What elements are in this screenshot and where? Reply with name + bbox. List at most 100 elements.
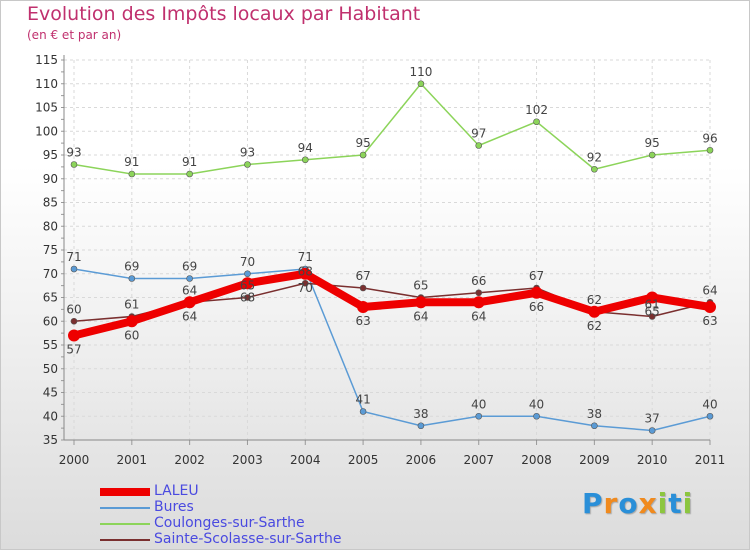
legend-swatch xyxy=(100,523,150,525)
y-tick-label: 70 xyxy=(43,267,58,281)
data-label: 40 xyxy=(529,397,544,411)
data-point xyxy=(475,412,483,420)
x-tick-label: 2006 xyxy=(406,453,437,467)
data-point xyxy=(414,296,427,309)
x-tick-label: 2002 xyxy=(174,453,205,467)
logo-letter: i xyxy=(657,487,669,520)
legend-swatch xyxy=(100,507,150,509)
data-label: 71 xyxy=(298,250,313,264)
data-point xyxy=(244,270,251,278)
data-label: 38 xyxy=(587,407,602,421)
data-point xyxy=(475,289,483,297)
logo-letter: i xyxy=(682,487,694,520)
data-label: 69 xyxy=(182,260,197,274)
y-tick-label: 85 xyxy=(43,196,58,210)
data-label: 102 xyxy=(525,103,548,117)
data-point xyxy=(128,275,136,282)
data-point xyxy=(417,80,425,88)
data-label: 65 xyxy=(413,279,428,293)
data-label: 95 xyxy=(645,136,660,150)
x-tick-label: 2009 xyxy=(579,453,610,467)
y-tick-label: 75 xyxy=(43,243,58,257)
data-point xyxy=(244,294,251,301)
y-tick-label: 45 xyxy=(43,386,58,400)
data-label: 94 xyxy=(298,141,313,155)
y-tick-label: 90 xyxy=(43,172,58,186)
data-label: 95 xyxy=(355,136,370,150)
data-label: 61 xyxy=(124,298,139,312)
data-label: 67 xyxy=(355,269,370,283)
data-label: 61 xyxy=(645,298,660,312)
y-tick-label: 80 xyxy=(43,219,58,233)
legend-label: Bures xyxy=(154,499,194,515)
data-label: 66 xyxy=(471,274,486,288)
data-label: 65 xyxy=(645,305,660,319)
data-point xyxy=(244,161,251,168)
data-label: 41 xyxy=(355,393,370,407)
data-point xyxy=(128,170,136,178)
data-label: 64 xyxy=(413,309,428,323)
data-point xyxy=(648,427,656,434)
y-tick-label: 115 xyxy=(35,53,58,67)
data-point xyxy=(68,329,80,342)
x-tick-label: 2010 xyxy=(637,453,668,467)
x-tick-label: 2005 xyxy=(348,453,379,467)
data-label: 64 xyxy=(182,283,197,297)
legend-swatch xyxy=(100,488,150,496)
data-point xyxy=(70,265,78,273)
data-label: 64 xyxy=(182,309,197,323)
y-tick-label: 95 xyxy=(43,148,58,162)
x-tick-label: 2001 xyxy=(117,453,148,467)
data-label: 69 xyxy=(124,260,139,274)
data-point xyxy=(706,146,714,154)
data-label: 92 xyxy=(587,150,602,164)
data-point xyxy=(704,301,716,313)
y-tick-label: 55 xyxy=(43,338,58,352)
data-label: 91 xyxy=(182,155,197,169)
y-tick-label: 60 xyxy=(43,314,58,328)
data-point xyxy=(301,279,309,287)
data-label: 38 xyxy=(413,407,428,421)
data-label: 60 xyxy=(124,328,139,342)
legend-label: Sainte-Scolasse-sur-Sarthe xyxy=(154,531,342,547)
data-point xyxy=(186,275,193,282)
legend-swatch xyxy=(100,539,150,541)
data-point xyxy=(417,422,425,430)
chart-title: Evolution des Impôts locaux par Habitant xyxy=(27,3,421,25)
y-tick-label: 105 xyxy=(35,101,58,115)
data-point xyxy=(472,296,485,309)
data-point xyxy=(591,165,598,173)
data-label: 91 xyxy=(124,155,139,169)
data-label: 37 xyxy=(645,412,660,426)
legend-label: Coulonges-sur-Sarthe xyxy=(154,515,305,531)
series-line-laleu xyxy=(70,269,714,340)
data-point xyxy=(646,291,659,304)
series-lines xyxy=(68,80,716,434)
logo-letter: x xyxy=(638,487,658,520)
data-point xyxy=(183,296,196,309)
data-point xyxy=(475,142,483,149)
data-label: 93 xyxy=(66,146,81,160)
data-label: 57 xyxy=(66,343,81,357)
data-label: 68 xyxy=(240,290,255,304)
logo-letter: P xyxy=(582,487,604,520)
data-label: 63 xyxy=(702,314,717,328)
data-point xyxy=(186,170,193,178)
y-tick-label: 65 xyxy=(43,291,58,305)
axes: 35 40 45 50 55 60 65 70 75 80 85 90 95 100 105 110 115 20… xyxy=(35,53,725,467)
data-point xyxy=(359,151,367,159)
data-label: 62 xyxy=(587,319,602,333)
data-point xyxy=(591,422,598,430)
data-point xyxy=(357,301,370,313)
data-label: 62 xyxy=(587,293,602,307)
data-point xyxy=(588,305,601,318)
chart-subtitle: (en € et par an) xyxy=(27,28,122,42)
x-tick-label: 2003 xyxy=(232,453,263,467)
data-label: 110 xyxy=(409,65,432,79)
proxiti-logo: Proxiti xyxy=(582,487,693,520)
data-point xyxy=(533,412,540,420)
data-label: 71 xyxy=(66,250,81,264)
data-label: 96 xyxy=(702,131,717,145)
data-point xyxy=(359,408,367,415)
